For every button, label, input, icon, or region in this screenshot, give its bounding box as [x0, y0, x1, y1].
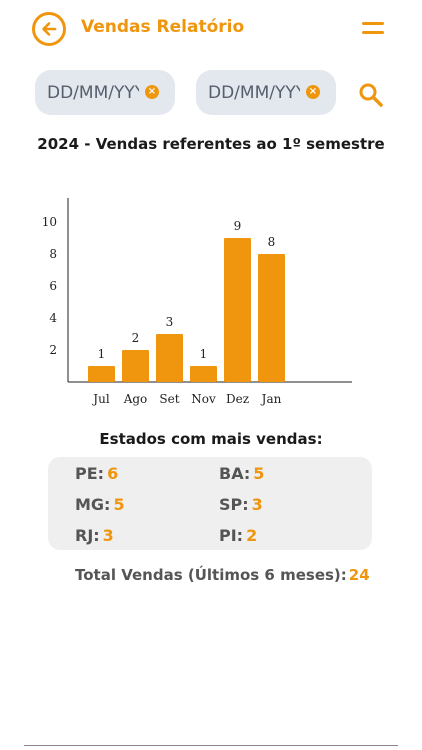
chart-bar — [224, 238, 251, 382]
start-date-field[interactable]: × — [35, 70, 175, 115]
end-date-field[interactable]: × — [196, 70, 336, 115]
search-button[interactable] — [358, 82, 384, 108]
state-item: BA: 5 — [219, 464, 265, 483]
end-date-input[interactable] — [208, 81, 300, 105]
start-date-input[interactable] — [47, 81, 139, 105]
y-tick-label: 8 — [49, 247, 57, 261]
arrow-left-icon — [42, 22, 57, 36]
states-card: PE: 6 BA: 5 MG: 5 SP: 3 RJ: 3 PI: 2 — [48, 457, 372, 550]
back-button[interactable] — [32, 12, 66, 46]
page-title: Vendas Relatório — [81, 17, 245, 37]
state-item: PI: 2 — [219, 526, 258, 545]
y-tick-label: 6 — [49, 279, 57, 293]
chart-bar — [190, 366, 217, 382]
chart-bar — [88, 366, 115, 382]
x-tick-label: Dez — [226, 392, 249, 406]
bar-data-label: 1 — [200, 347, 208, 361]
clear-end-date-button[interactable]: × — [306, 85, 320, 99]
hamburger-menu-icon — [362, 22, 384, 25]
bar-data-label: 1 — [98, 347, 106, 361]
bar-data-label: 8 — [268, 235, 276, 249]
search-icon — [359, 83, 383, 107]
state-item: MG: 5 — [75, 495, 125, 514]
states-title: Estados com mais vendas: — [99, 430, 323, 448]
bar-data-label: 3 — [166, 315, 174, 329]
x-tick-label: Nov — [191, 392, 216, 406]
x-tick-label: Jan — [260, 392, 282, 406]
bottom-divider — [24, 745, 398, 746]
state-item: RJ: 3 — [75, 526, 114, 545]
bar-data-label: 2 — [132, 331, 140, 345]
sales-bar-chart: 2 4 6 8 10 1 Jul 2 Ago 3 Set 1 Nov 9 Dez 8 Jan — [42, 198, 352, 406]
y-tick-label: 4 — [49, 311, 57, 325]
chart-bar — [258, 254, 285, 382]
x-tick-label: Jul — [91, 392, 110, 406]
clear-start-date-button[interactable]: × — [145, 85, 159, 99]
menu-button[interactable] — [362, 20, 384, 38]
total-sales: Total Vendas (Últimos 6 meses): 24 — [75, 566, 370, 584]
x-tick-label: Set — [159, 392, 179, 406]
app-header: Vendas Relatório — [0, 0, 422, 60]
bar-data-label: 9 — [234, 219, 242, 233]
chart-title: 2024 - Vendas referentes ao 1º semestre — [37, 135, 385, 153]
state-item: PE: 6 — [75, 464, 119, 483]
y-tick-label: 10 — [42, 215, 57, 229]
state-item: SP: 3 — [219, 495, 263, 514]
x-tick-label: Ago — [123, 392, 148, 406]
y-tick-label: 2 — [49, 343, 57, 357]
chart-bar — [122, 350, 149, 382]
hamburger-menu-icon-line — [362, 31, 384, 34]
chart-bar — [156, 334, 183, 382]
